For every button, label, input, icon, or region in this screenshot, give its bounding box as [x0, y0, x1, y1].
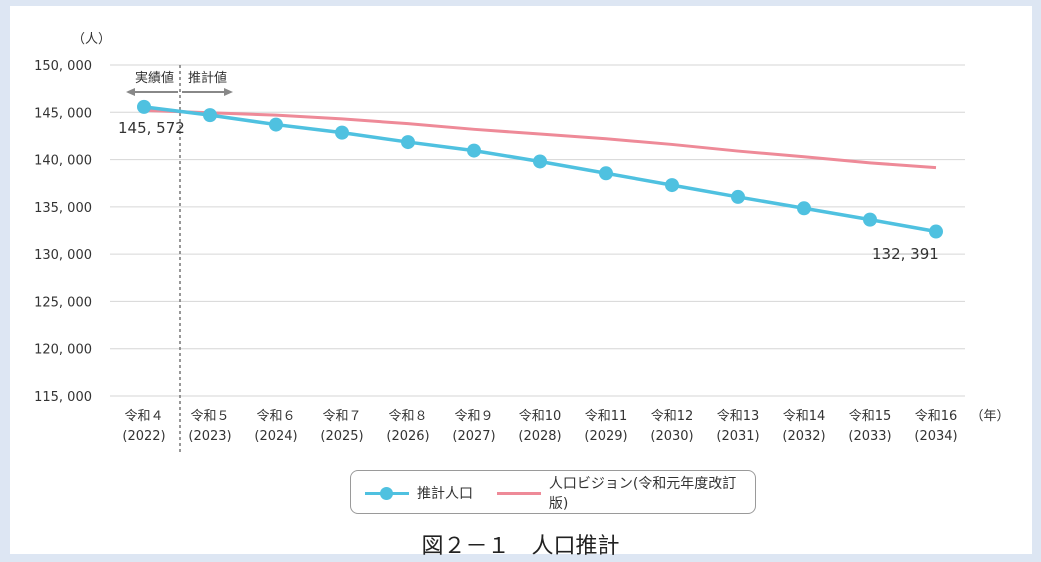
x-tick-label: 令和13: [717, 409, 760, 424]
x-tick-label: 令和４: [124, 409, 163, 424]
x-tick-label: 令和16: [915, 409, 958, 424]
y-tick-label: 115, 000: [34, 390, 92, 405]
forecast-label: 推計値: [188, 70, 227, 86]
y-tick-label: 120, 000: [34, 343, 92, 358]
x-tick-label: 令和11: [585, 409, 628, 424]
x-tick-sublabel: (2027): [452, 429, 495, 444]
x-tick-sublabel: (2024): [254, 429, 297, 444]
actual-arrow-head: [126, 88, 135, 96]
x-tick-label: 令和15: [849, 409, 892, 424]
data-point-forecast: [863, 212, 877, 227]
chart-legend: 推計人口 人口ビジョン(令和元年度改訂版): [350, 470, 756, 514]
data-point-forecast: [797, 201, 811, 216]
x-tick-label: 令和６: [256, 409, 295, 424]
x-tick-label: 令和８: [388, 409, 427, 424]
y-tick-label: 145, 000: [34, 106, 92, 121]
x-tick-sublabel: (2023): [188, 429, 231, 444]
x-tick-label: 令和10: [519, 409, 562, 424]
legend-line-vision: [497, 492, 541, 495]
x-tick-sublabel: (2031): [716, 429, 759, 444]
legend-label-forecast: 推計人口: [417, 486, 473, 502]
x-tick-label: 令和５: [190, 409, 229, 424]
legend-dot-forecast: [380, 487, 393, 500]
legend-swatch-forecast: [365, 483, 409, 503]
x-tick-sublabel: (2022): [122, 429, 165, 444]
y-tick-label: 140, 000: [34, 154, 92, 169]
data-point-forecast: [665, 178, 679, 193]
x-tick-label: 令和14: [783, 409, 826, 424]
data-point-forecast: [533, 154, 547, 169]
forecast-arrow-head: [224, 88, 233, 96]
x-tick-sublabel: (2033): [848, 429, 891, 444]
y-tick-label: 125, 000: [34, 295, 92, 310]
data-point-forecast: [929, 224, 943, 239]
legend-swatch-vision: [497, 483, 541, 503]
legend-item-forecast: 推計人口: [365, 483, 473, 503]
actual-label: 実績値: [135, 70, 174, 86]
data-point-forecast: [335, 125, 349, 140]
x-tick-sublabel: (2028): [518, 429, 561, 444]
y-axis-unit-label: （人）: [72, 32, 111, 47]
y-tick-label: 150, 000: [34, 59, 92, 74]
x-tick-label: 令和７: [322, 409, 361, 424]
data-point-forecast: [467, 143, 481, 158]
data-point-forecast: [137, 99, 151, 114]
first-value-label: 145, 572: [118, 119, 185, 137]
x-tick-sublabel: (2032): [782, 429, 825, 444]
x-tick-label: 令和９: [454, 409, 493, 424]
x-tick-label: 令和12: [651, 409, 694, 424]
data-point-forecast: [203, 108, 217, 123]
data-point-forecast: [731, 189, 745, 204]
legend-label-vision: 人口ビジョン(令和元年度改訂版): [548, 476, 737, 512]
y-tick-label: 130, 000: [34, 248, 92, 263]
series-line-vision: [143, 108, 937, 170]
last-value-label: 132, 391: [872, 245, 939, 263]
data-point-forecast: [599, 166, 613, 181]
legend-item-vision: 人口ビジョン(令和元年度改訂版): [497, 476, 755, 512]
y-tick-label: 135, 000: [34, 201, 92, 216]
x-tick-sublabel: (2029): [584, 429, 627, 444]
figure-caption: 図２－１ 人口推計: [421, 534, 620, 559]
x-tick-sublabel: (2030): [650, 429, 693, 444]
x-tick-sublabel: (2034): [914, 429, 957, 444]
series-line-forecast: [143, 105, 937, 234]
x-tick-sublabel: (2026): [386, 429, 429, 444]
x-axis-unit-label: （年）: [970, 409, 1009, 424]
data-point-forecast: [269, 117, 283, 132]
x-tick-sublabel: (2025): [320, 429, 363, 444]
data-point-forecast: [401, 135, 415, 150]
